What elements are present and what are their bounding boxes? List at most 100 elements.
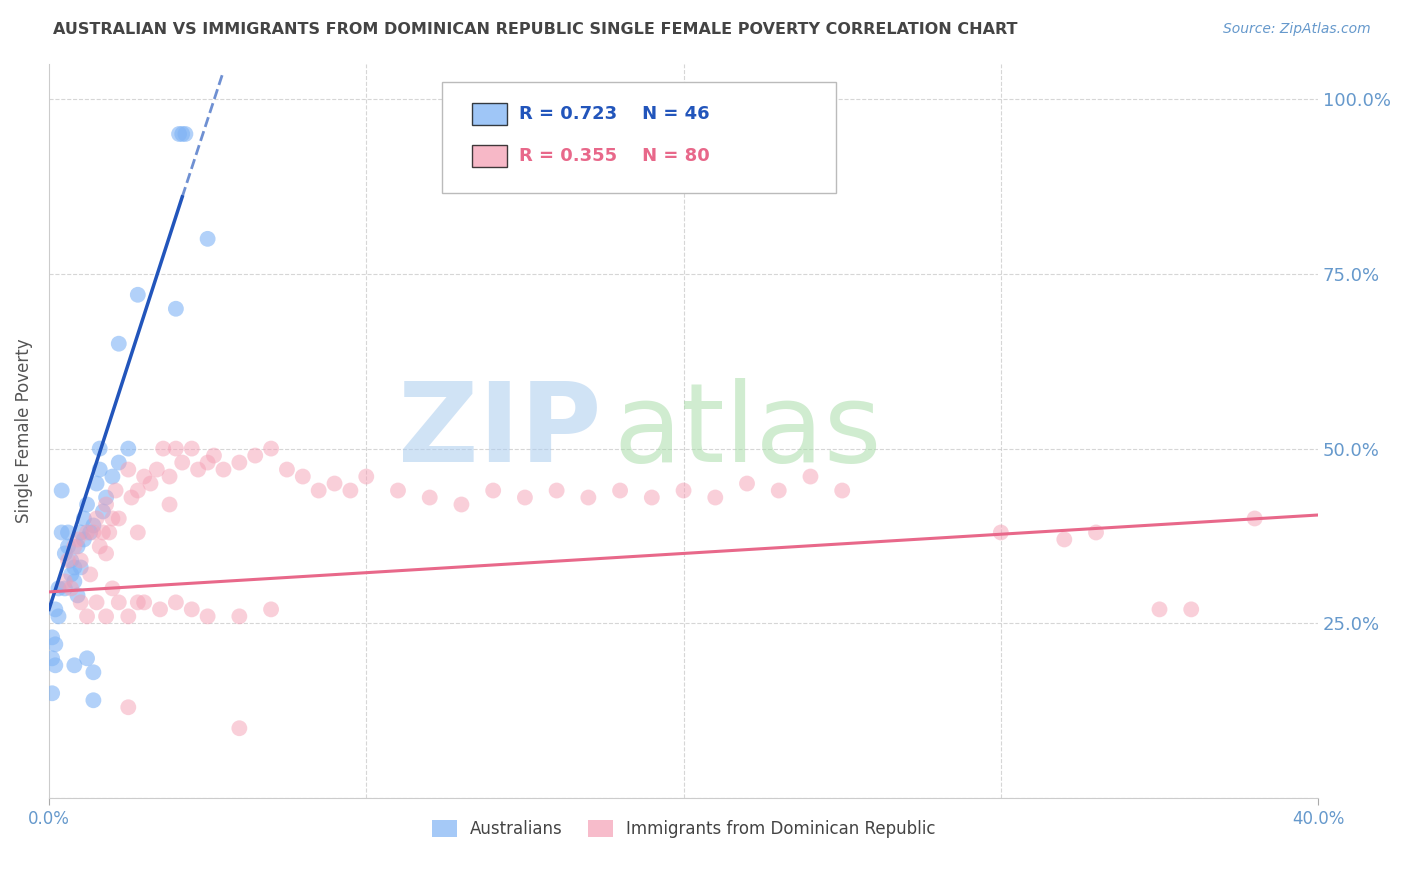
Point: [174, 127, 197, 141]
Point: [94, 491, 117, 505]
Point: [291, 469, 314, 483]
Point: [48, 609, 70, 624]
Point: [197, 609, 219, 624]
Point: [69, 595, 91, 609]
Point: [79, 567, 101, 582]
Point: [66, 533, 89, 547]
Point: [735, 476, 758, 491]
Point: [212, 462, 235, 476]
Point: [86, 595, 108, 609]
Text: atlas: atlas: [614, 377, 882, 484]
Point: [73, 511, 96, 525]
Point: [127, 595, 149, 609]
Point: [167, 127, 190, 141]
Point: [63, 540, 86, 554]
Point: [69, 553, 91, 567]
Point: [127, 525, 149, 540]
Point: [60, 553, 83, 567]
Point: [799, 469, 821, 483]
Point: [107, 456, 129, 470]
Point: [202, 449, 225, 463]
Point: [228, 609, 250, 624]
Point: [76, 609, 98, 624]
Point: [53, 582, 76, 596]
Point: [82, 518, 104, 533]
Point: [139, 476, 162, 491]
Point: [609, 483, 631, 498]
Point: [641, 491, 664, 505]
Point: [197, 232, 219, 246]
Point: [546, 483, 568, 498]
Point: [86, 511, 108, 525]
Point: [576, 491, 599, 505]
Point: [146, 462, 169, 476]
Point: [56, 540, 79, 554]
Point: [91, 504, 114, 518]
FancyBboxPatch shape: [471, 145, 508, 167]
Point: [79, 525, 101, 540]
Point: [89, 540, 111, 554]
Point: [260, 442, 283, 456]
Point: [89, 462, 111, 476]
Point: [165, 442, 187, 456]
Point: [63, 560, 86, 574]
Point: [82, 665, 104, 680]
Point: [44, 602, 66, 616]
Point: [63, 574, 86, 589]
Point: [82, 525, 104, 540]
Point: [60, 582, 83, 596]
Text: ZIP: ZIP: [398, 377, 600, 484]
Point: [419, 491, 441, 505]
Point: [63, 658, 86, 673]
Point: [51, 483, 73, 498]
Point: [56, 553, 79, 567]
Point: [1085, 525, 1108, 540]
Point: [69, 525, 91, 540]
Point: [134, 469, 156, 483]
Point: [228, 456, 250, 470]
Point: [101, 469, 124, 483]
Point: [172, 456, 194, 470]
Point: [387, 483, 409, 498]
Point: [323, 476, 346, 491]
Point: [107, 595, 129, 609]
Point: [107, 511, 129, 525]
Point: [134, 595, 156, 609]
Point: [101, 511, 124, 525]
Point: [66, 540, 89, 554]
Point: [94, 498, 117, 512]
Point: [276, 462, 298, 476]
Text: Source: ZipAtlas.com: Source: ZipAtlas.com: [1223, 22, 1371, 37]
Y-axis label: Single Female Poverty: Single Female Poverty: [15, 339, 32, 524]
Point: [339, 483, 361, 498]
Point: [356, 469, 378, 483]
Point: [159, 469, 181, 483]
Point: [672, 483, 695, 498]
Point: [86, 476, 108, 491]
Text: R = 0.723    N = 46: R = 0.723 N = 46: [519, 105, 709, 123]
Point: [990, 525, 1012, 540]
Point: [245, 449, 267, 463]
Point: [76, 498, 98, 512]
Point: [94, 609, 117, 624]
Legend: Australians, Immigrants from Dominican Republic: Australians, Immigrants from Dominican R…: [425, 814, 942, 845]
Point: [48, 582, 70, 596]
Point: [41, 686, 63, 700]
Point: [187, 462, 209, 476]
Point: [152, 442, 174, 456]
Point: [165, 595, 187, 609]
Point: [44, 637, 66, 651]
Point: [41, 631, 63, 645]
Point: [82, 693, 104, 707]
FancyBboxPatch shape: [471, 103, 508, 125]
Point: [94, 546, 117, 560]
Point: [180, 602, 202, 616]
Point: [53, 574, 76, 589]
Point: [180, 442, 202, 456]
Point: [51, 525, 73, 540]
Point: [308, 483, 330, 498]
Point: [450, 498, 472, 512]
Point: [107, 336, 129, 351]
Point: [1053, 533, 1076, 547]
Point: [197, 456, 219, 470]
